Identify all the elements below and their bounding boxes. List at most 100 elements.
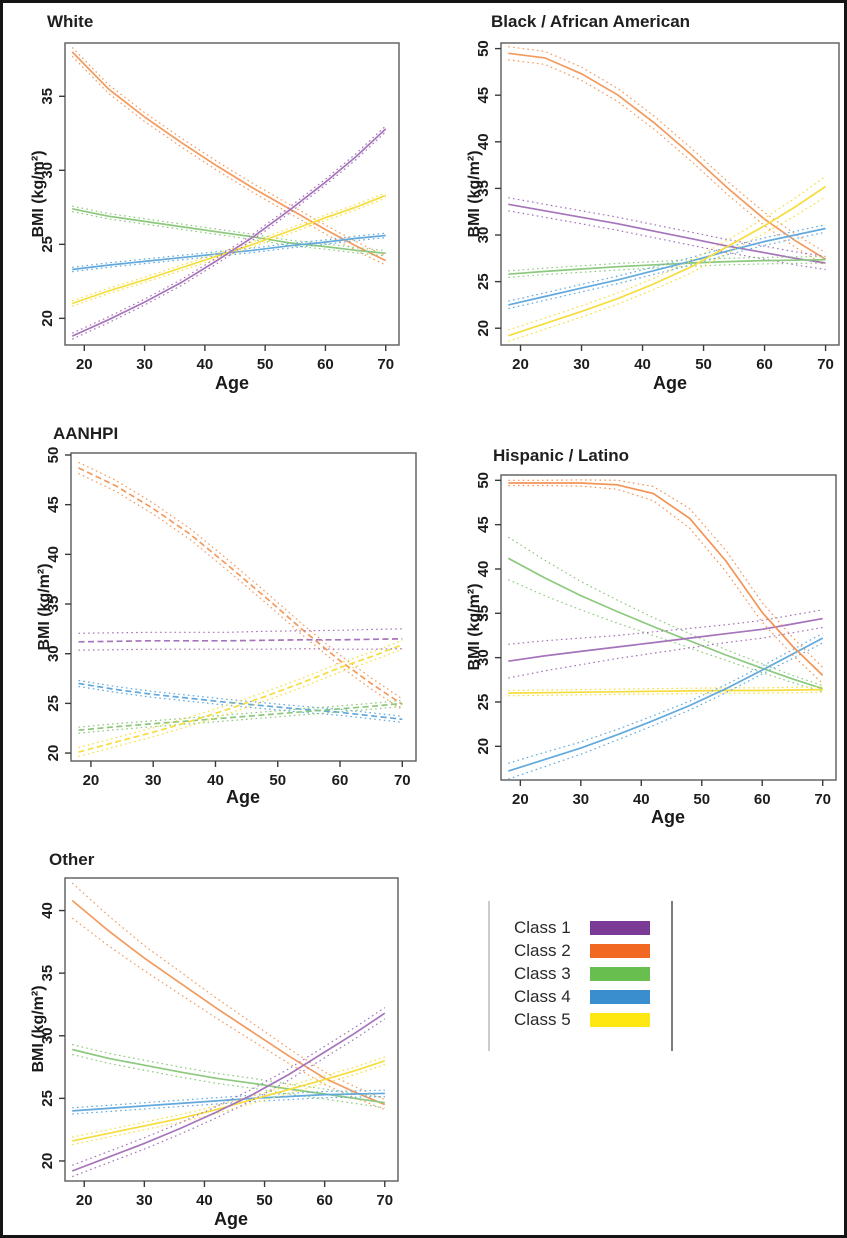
legend-label: Class 2 — [514, 941, 571, 960]
series-class-3 — [78, 699, 403, 734]
svg-text:30: 30 — [475, 649, 492, 666]
series-class-2 — [508, 479, 824, 684]
y-axis-label: BMI (kg/m²) — [31, 150, 47, 237]
svg-text:40: 40 — [475, 133, 492, 150]
y-axis-label: BMI (kg/m²) — [31, 985, 47, 1072]
svg-text:20: 20 — [39, 1153, 56, 1170]
plot-area: 20 30 40 50 60 70 20 25 30 35 40 — [39, 877, 399, 1209]
chart-panel-other: Other Age BMI (kg/m²) 20 30 40 50 60 70 20 25 30… — [31, 843, 415, 1235]
legend-item-class-4: Class 4 — [514, 987, 671, 1006]
svg-text:50: 50 — [693, 791, 710, 808]
series-class-3 — [72, 205, 386, 257]
svg-text:30: 30 — [136, 356, 153, 373]
svg-text:60: 60 — [756, 356, 773, 373]
series-class-1 — [508, 197, 826, 271]
series-class-5 — [78, 639, 403, 758]
svg-text:30: 30 — [45, 645, 62, 662]
svg-text:70: 70 — [817, 356, 834, 373]
svg-text:50: 50 — [256, 1192, 273, 1209]
svg-text:25: 25 — [45, 695, 62, 712]
series-class-1 — [78, 628, 403, 651]
svg-text:20: 20 — [475, 320, 492, 337]
series-class-5 — [72, 1056, 386, 1146]
chart-panel-aanhpi: AANHPI Age BMI (kg/m²) 20 30 40 50 60 70 20 25 3… — [37, 417, 425, 817]
chart-panel-white: White Age BMI (kg/m²) 20 30 40 50 60 70 20 25 30… — [31, 7, 415, 405]
svg-text:50: 50 — [475, 472, 492, 489]
legend-swatch-class-2 — [590, 944, 650, 958]
legend-swatch-class-5 — [590, 1013, 650, 1027]
svg-text:35: 35 — [39, 88, 56, 105]
chart-title-other: Other — [49, 850, 95, 869]
legend-item-class-2: Class 2 — [514, 941, 671, 960]
svg-text:40: 40 — [634, 356, 651, 373]
svg-text:20: 20 — [45, 745, 62, 762]
svg-text:30: 30 — [475, 227, 492, 244]
svg-text:60: 60 — [317, 356, 334, 373]
series-class-4 — [72, 1089, 385, 1115]
legend-label: Class 3 — [514, 964, 571, 983]
y-axis-label: BMI (kg/m²) — [467, 583, 483, 670]
svg-text:50: 50 — [269, 772, 286, 789]
y-axis-label: BMI (kg/m²) — [37, 563, 53, 650]
svg-text:50: 50 — [475, 40, 492, 57]
series-class-4 — [78, 679, 403, 723]
svg-text:40: 40 — [39, 902, 56, 919]
svg-text:30: 30 — [39, 162, 56, 179]
svg-text:60: 60 — [332, 772, 349, 789]
svg-text:35: 35 — [475, 180, 492, 197]
plot-area: 20 30 40 50 60 70 20 25 30 35 40 45 50 — [475, 40, 840, 373]
svg-text:30: 30 — [39, 1027, 56, 1044]
svg-text:40: 40 — [633, 791, 650, 808]
svg-text:45: 45 — [475, 516, 492, 533]
legend-swatch-class-3 — [590, 967, 650, 981]
svg-text:25: 25 — [39, 236, 56, 253]
series-class-2 — [71, 882, 386, 1111]
chart-canvas-other: Other Age BMI (kg/m²) 20 30 40 50 60 70 20 25 30… — [31, 850, 399, 1229]
series-class-4 — [508, 224, 826, 310]
legend: Class 1 Class 2 Class 3 Class 4 Class 5 — [488, 901, 673, 1051]
chart-title-white: White — [47, 12, 93, 31]
legend-label: Class 4 — [514, 987, 571, 1006]
chart-panel-black-african-american: Black / African American Age BMI (kg/m²)… — [467, 7, 844, 405]
x-axis-label: Age — [214, 1209, 248, 1229]
series-class-5 — [508, 686, 823, 697]
series-class-2 — [71, 46, 387, 266]
svg-text:35: 35 — [39, 965, 56, 982]
svg-text:40: 40 — [197, 356, 214, 373]
chart-canvas-white: White Age BMI (kg/m²) 20 30 40 50 60 70 20 25 30… — [31, 12, 400, 393]
legend-label: Class 1 — [514, 918, 571, 937]
svg-text:20: 20 — [39, 310, 56, 327]
x-axis-label: Age — [215, 373, 249, 393]
series-class-3 — [71, 1043, 385, 1109]
svg-text:50: 50 — [695, 356, 712, 373]
chart-panel-hispanic-latino: Hispanic / Latino Age BMI (kg/m²) 20 30 40… — [467, 439, 844, 839]
plot-area: 20 30 40 50 60 70 20 25 30 35 40 45 50 — [475, 472, 837, 808]
plot-area: 20 30 40 50 60 70 20 25 30 35 — [39, 42, 400, 373]
svg-text:40: 40 — [45, 546, 62, 563]
series-class-3 — [507, 536, 823, 693]
svg-text:20: 20 — [76, 1192, 93, 1209]
y-axis-label: BMI (kg/m²) — [467, 150, 483, 237]
chart-canvas-aanhpi: AANHPI Age BMI (kg/m²) 20 30 40 50 60 70 20 25 3… — [37, 424, 417, 807]
svg-text:25: 25 — [475, 273, 492, 290]
legend-item-class-1: Class 1 — [514, 918, 671, 937]
x-axis-label: Age — [651, 807, 685, 827]
svg-text:60: 60 — [316, 1192, 333, 1209]
legend-item-class-5: Class 5 — [514, 1010, 671, 1029]
plot-area: 20 30 40 50 60 70 20 25 30 35 40 45 50 — [45, 447, 417, 789]
series-class-4 — [508, 632, 824, 780]
svg-text:60: 60 — [754, 791, 771, 808]
series-class-3 — [508, 255, 826, 278]
svg-text:30: 30 — [136, 1192, 153, 1209]
legend-swatch-class-4 — [590, 990, 650, 1004]
svg-text:35: 35 — [45, 596, 62, 613]
svg-text:70: 70 — [814, 791, 831, 808]
svg-text:45: 45 — [45, 496, 62, 513]
svg-text:20: 20 — [512, 356, 529, 373]
svg-text:40: 40 — [196, 1192, 213, 1209]
series-class-1 — [508, 609, 823, 679]
chart-canvas-black-african-american: Black / African American Age BMI (kg/m²)… — [467, 12, 840, 393]
legend-item-class-3: Class 3 — [514, 964, 671, 983]
legend-swatch-class-1 — [590, 921, 650, 935]
